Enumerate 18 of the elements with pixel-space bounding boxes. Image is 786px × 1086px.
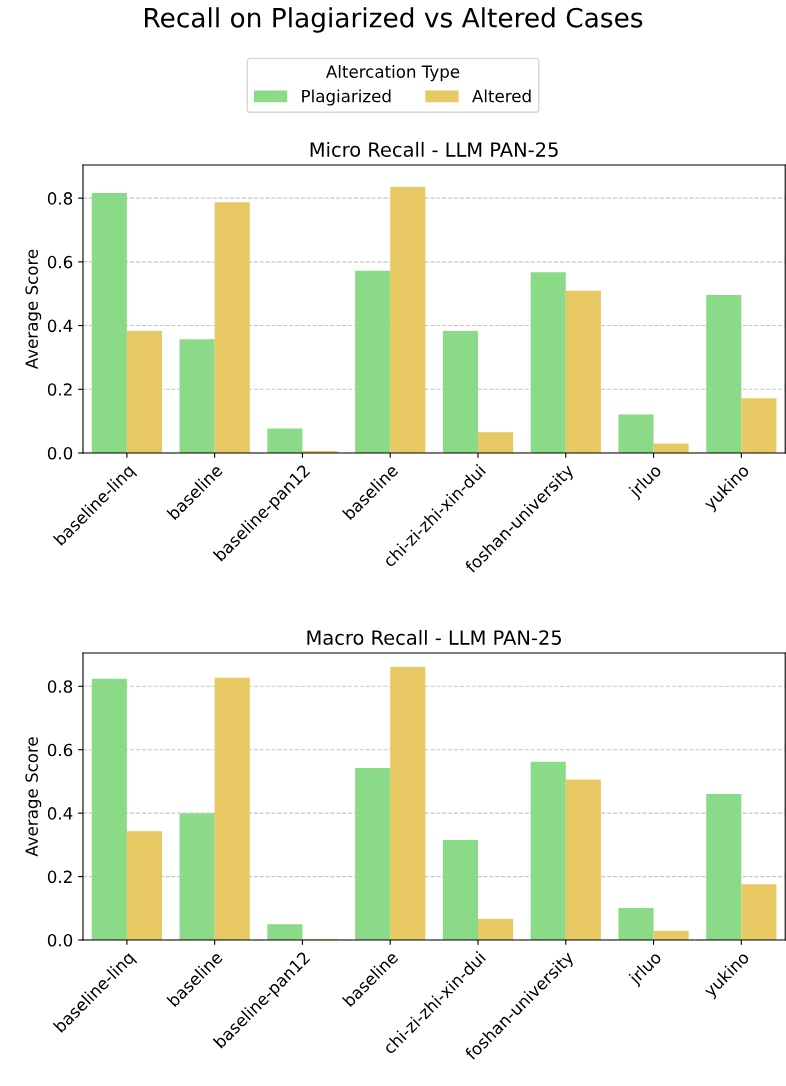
y-tick-label: 0.4 <box>47 807 73 820</box>
y-tick-label: 0.0 <box>47 446 73 460</box>
y-tick-label: 0.4 <box>47 319 73 333</box>
y-tick-label: 0.6 <box>47 255 73 269</box>
y-tick-label: 0.2 <box>47 870 72 884</box>
legend-label: Plagiarized <box>302 89 391 106</box>
legend-title: Altercation Type <box>326 65 460 82</box>
chart-subtitle: Micro Recall - LLM PAN-25 <box>310 141 558 157</box>
chart-title: Recall on Plagiarized vs Altered Cases <box>145 7 643 33</box>
y-tick-label: 0.8 <box>47 192 73 205</box>
legend-label: Altered <box>472 89 531 103</box>
y-tick-label: 0.6 <box>47 743 73 757</box>
y-tick-label: 0.8 <box>47 680 73 693</box>
y-tick-label: 0.2 <box>47 383 72 396</box>
y-axis-title: Average Score <box>25 737 42 857</box>
y-axis-title: Average Score <box>25 249 42 370</box>
y-tick-label: 0.0 <box>47 933 73 947</box>
chart-subtitle: Macro Recall - LLM PAN-25 <box>307 629 561 645</box>
